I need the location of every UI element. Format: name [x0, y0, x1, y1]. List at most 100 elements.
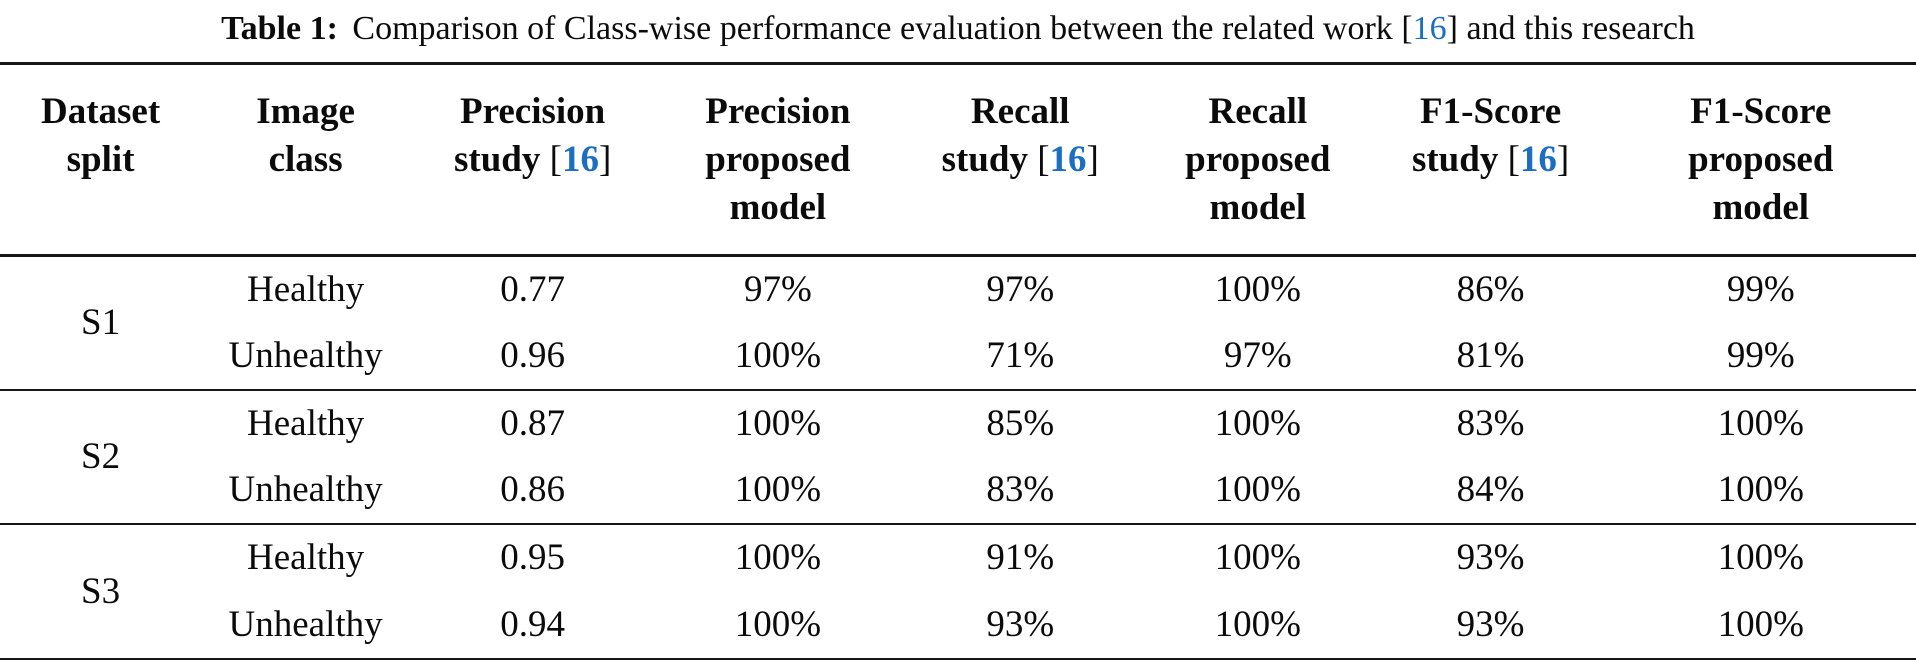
dataset-split-cell: S1: [81, 302, 121, 344]
table-row: S1 Healthy 0.77 97% 97% 100% 86% 99%: [0, 256, 1916, 343]
f1-study-cell: 81%: [1456, 335, 1525, 377]
precision-study-cell: 0.96: [500, 335, 565, 377]
f1-study-cell: 100%: [1214, 603, 1301, 645]
header-line: proposed: [1688, 138, 1834, 180]
recall-proposed-cell: 100%: [1214, 269, 1301, 311]
header-line: Image: [256, 90, 355, 132]
image-class-cell: Healthy: [247, 403, 365, 445]
recall-proposed-cell: 100%: [1214, 537, 1301, 579]
header-line: proposed: [1185, 138, 1331, 180]
recall-study-cell: 85%: [986, 403, 1055, 445]
citation: [16]: [550, 139, 612, 180]
citation-close-bracket: ]: [598, 138, 612, 180]
precision-proposed-cell: 100%: [734, 537, 822, 579]
precision-proposed-cell: 97%: [743, 269, 812, 311]
precision-study-cell: 0.77: [500, 269, 565, 311]
precision-proposed-cell: 100%: [734, 469, 822, 511]
col-header-f1-study: F1-Score study [16]: [1375, 63, 1606, 258]
precision-proposed-cell: 100%: [734, 335, 822, 377]
dataset-split-cell: S3: [81, 570, 121, 612]
recall-study-cell: 93%: [986, 603, 1055, 645]
header-line: Recall: [1208, 90, 1308, 132]
recall-proposed-cell: 97%: [1223, 335, 1292, 377]
f1-study-cell: 83%: [1456, 403, 1525, 445]
table-header: Dataset split Image class Precision stud…: [0, 63, 1916, 258]
recall-proposed-cell: 100%: [1214, 469, 1301, 511]
citation-close-bracket: ]: [1446, 10, 1458, 47]
col-header-recall-study: Recall study [16]: [900, 63, 1140, 258]
recall-study-cell: 83%: [986, 469, 1055, 511]
col-header-dataset-split: Dataset split: [0, 63, 202, 258]
citation-open-bracket: [: [1401, 10, 1413, 47]
precision-study-cell: 0.95: [500, 537, 565, 579]
citation-open-bracket: [: [1037, 138, 1050, 180]
header-line: study [16]: [941, 138, 1099, 180]
precision-study-cell: 0.94: [500, 603, 565, 645]
f1-study-cell: 93%: [1456, 537, 1525, 579]
citation-close-bracket: ]: [1086, 138, 1099, 180]
header-line: study [16]: [453, 138, 612, 180]
f1-proposed-cell: 100%: [1717, 403, 1804, 445]
citation-open-bracket: [: [1507, 138, 1520, 180]
citation-close-bracket: ]: [1556, 138, 1570, 180]
citation: [16]: [1508, 139, 1570, 180]
f1-proposed-cell: 100%: [1717, 469, 1804, 511]
precision-proposed-cell: 100%: [734, 403, 822, 445]
f1-study-cell: 93%: [1456, 603, 1525, 645]
image-class-cell: Unhealthy: [228, 469, 383, 511]
table-row: Unhealthy 0.86 100% 83% 100% 84% 100%: [0, 457, 1916, 524]
image-class-cell: Healthy: [247, 269, 365, 311]
citation-link[interactable]: 16: [1519, 138, 1557, 180]
f1-proposed-cell: 99%: [1726, 335, 1795, 377]
table-row: S3 Healthy 0.95 100% 91% 100% 93% 100%: [0, 524, 1916, 611]
header-line: Dataset: [40, 90, 161, 132]
citation-open-bracket: [: [549, 138, 562, 180]
f1-study-cell: 84%: [1456, 469, 1525, 511]
precision-study-cell: 0.87: [500, 403, 565, 445]
dataset-group-s3: S3 Healthy 0.95 100% 91% 100% 93% 100% U…: [0, 524, 1916, 659]
recall-proposed-cell: 100%: [1214, 403, 1301, 445]
comparison-table: Dataset split Image class Precision stud…: [0, 61, 1916, 660]
caption-text-before-cite: Comparison of Class-wise performance eva…: [352, 10, 1393, 47]
citation-link[interactable]: 16: [561, 138, 599, 180]
col-header-precision-study: Precision study [16]: [410, 63, 656, 258]
citation: [16]: [1401, 10, 1458, 47]
header-line: class: [268, 138, 343, 180]
header-line: split: [66, 138, 135, 180]
citation-link[interactable]: 16: [1412, 10, 1447, 47]
citation: [16]: [1037, 139, 1099, 180]
image-class-cell: Unhealthy: [228, 335, 383, 377]
recall-study-cell: 71%: [986, 335, 1055, 377]
table-row: Unhealthy 0.96 100% 71% 97% 81% 99%: [0, 323, 1916, 390]
header-line: study [16]: [1411, 138, 1570, 180]
table-caption: Table 1: Comparison of Class-wise perfor…: [0, 0, 1916, 62]
col-header-image-class: Image class: [201, 63, 411, 258]
header-line: Recall: [970, 90, 1070, 132]
header-line: Precision: [460, 90, 606, 132]
recall-study-cell: 91%: [986, 537, 1055, 579]
image-class-cell: Healthy: [247, 537, 365, 579]
citation-link[interactable]: 16: [1049, 138, 1087, 180]
precision-proposed-cell: 100%: [734, 603, 822, 645]
dataset-split-cell: S2: [81, 436, 121, 478]
header-line: proposed: [705, 138, 851, 180]
precision-study-cell: 0.86: [500, 469, 565, 511]
header-line: model: [1209, 186, 1307, 228]
header-row: Dataset split Image class Precision stud…: [0, 63, 1916, 258]
col-header-precision-proposed: Precision proposed model: [655, 63, 901, 258]
header-line: model: [729, 186, 827, 228]
header-line: model: [1712, 186, 1810, 228]
header-line: F1-Score: [1420, 90, 1562, 132]
caption-label: Table 1:: [221, 10, 338, 47]
dataset-group-s2: S2 Healthy 0.87 100% 85% 100% 83% 100% U…: [0, 390, 1916, 524]
f1-proposed-cell: 99%: [1726, 269, 1795, 311]
f1-proposed-cell: 100%: [1717, 537, 1804, 579]
image-class-cell: Unhealthy: [228, 603, 383, 645]
header-line: F1-Score: [1690, 90, 1832, 132]
caption-text-after-cite: and this research: [1466, 10, 1695, 47]
col-header-f1-proposed: F1-Score proposed model: [1605, 63, 1916, 258]
header-line: Precision: [705, 90, 851, 132]
table-row: S2 Healthy 0.87 100% 85% 100% 83% 100%: [0, 390, 1916, 477]
table-row: Unhealthy 0.94 100% 93% 100% 93% 100%: [0, 592, 1916, 660]
